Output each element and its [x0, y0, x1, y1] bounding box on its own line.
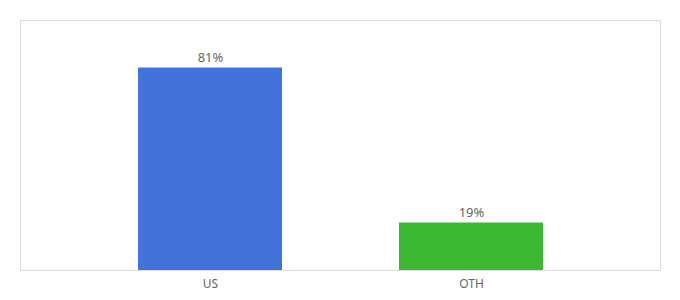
svg-text:US: US: [203, 275, 219, 292]
svg-text:81%: 81%: [198, 48, 224, 66]
svg-text:19%: 19%: [459, 203, 485, 221]
svg-text:OTH: OTH: [459, 275, 484, 292]
